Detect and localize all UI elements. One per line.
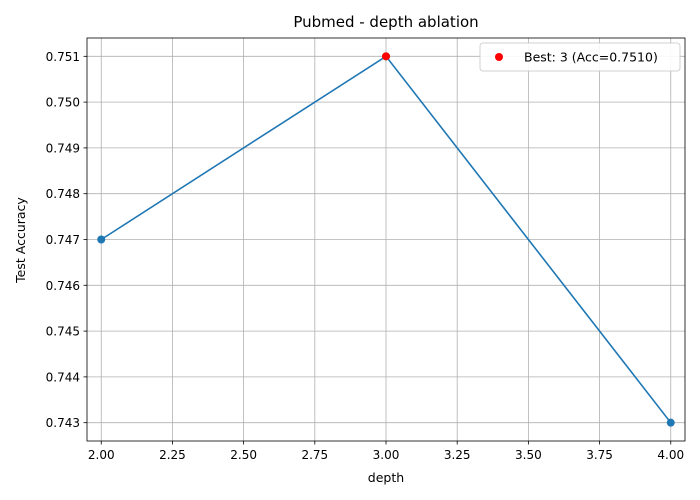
data-point [666, 418, 675, 427]
y-tick-label: 0.749 [46, 141, 80, 155]
x-tick-label: 3.50 [515, 448, 542, 462]
x-tick-label: 2.75 [301, 448, 328, 462]
y-tick-label: 0.747 [46, 233, 80, 247]
x-axis-label: depth [368, 470, 404, 485]
x-tick-label: 3.25 [444, 448, 471, 462]
y-tick-label: 0.751 [46, 50, 80, 64]
y-tick-label: 0.743 [46, 416, 80, 430]
x-tick-label: 4.00 [657, 448, 684, 462]
y-axis-label: Test Accuracy [13, 197, 28, 284]
legend: Best: 3 (Acc=0.7510) [479, 42, 681, 72]
x-tick-label: 2.25 [159, 448, 186, 462]
legend-box [479, 42, 681, 72]
x-tick-label: 2.50 [230, 448, 257, 462]
y-axis: 0.743 0.744 0.745 0.746 0.747 0.748 0.749 0.750… [46, 50, 87, 430]
x-tick-label: 3.00 [373, 448, 400, 462]
legend-label-best: Best: 3 (Acc=0.7510) [524, 50, 658, 65]
y-tick-label: 0.750 [46, 96, 80, 110]
best-point-marker [382, 52, 390, 61]
series-layer [97, 52, 675, 427]
chart-title: Pubmed - depth ablation [293, 13, 478, 31]
data-point [97, 235, 106, 244]
y-tick-label: 0.748 [46, 187, 80, 201]
x-tick-label: 3.75 [586, 448, 613, 462]
grid [87, 38, 685, 441]
x-axis: 2.00 2.25 2.50 2.75 3.00 3.25 3.50 3.75 4.00 [88, 441, 684, 462]
y-tick-label: 0.746 [46, 279, 80, 293]
y-tick-label: 0.745 [46, 325, 80, 339]
x-tick-label: 2.00 [88, 448, 115, 462]
legend-marker-best [495, 53, 503, 61]
y-tick-label: 0.744 [46, 370, 80, 384]
